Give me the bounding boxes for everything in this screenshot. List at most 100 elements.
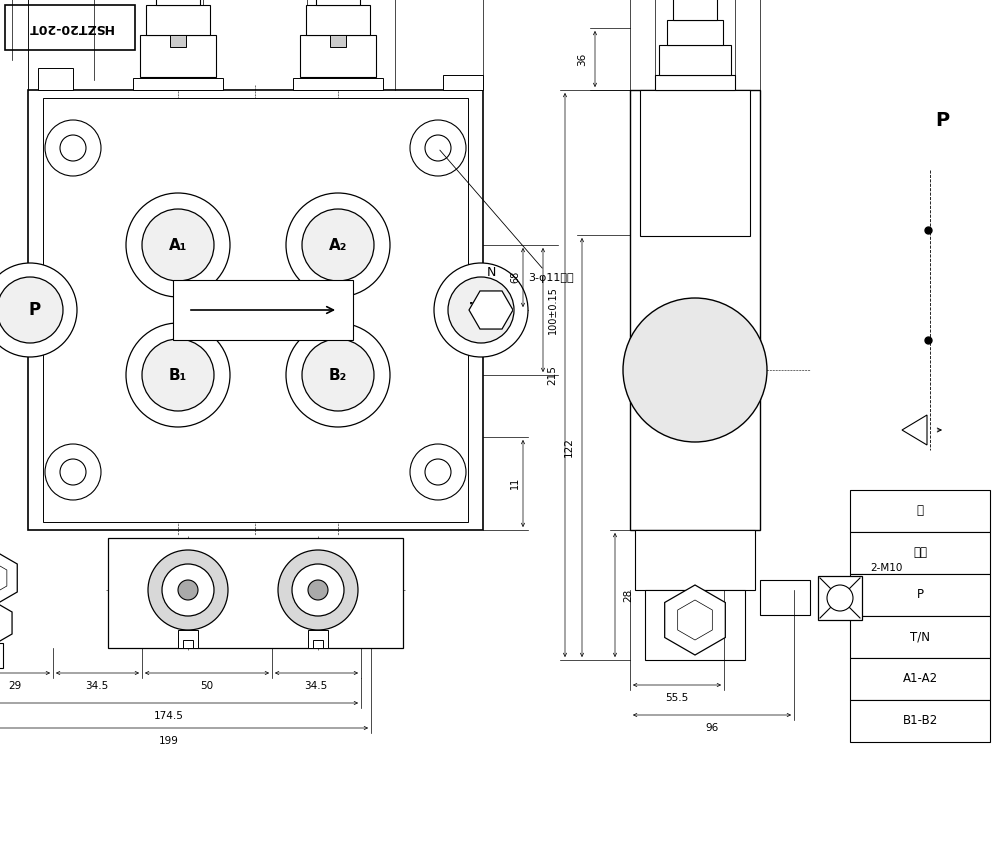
Text: 28: 28: [623, 588, 633, 602]
Bar: [850, 532, 990, 574]
Circle shape: [302, 339, 374, 411]
Bar: [28, 90, 483, 530]
Bar: [645, 590, 745, 660]
Circle shape: [60, 459, 86, 485]
Text: 34.5: 34.5: [304, 681, 328, 691]
Bar: [640, 90, 750, 236]
Circle shape: [286, 193, 390, 297]
Bar: [760, 580, 810, 615]
Text: 100±0.15: 100±0.15: [548, 286, 558, 334]
Bar: [308, 630, 328, 648]
Text: 68: 68: [510, 271, 520, 283]
Text: 29: 29: [8, 681, 22, 691]
Bar: [0, 643, 3, 668]
Circle shape: [827, 585, 853, 611]
Circle shape: [292, 564, 344, 616]
Bar: [850, 490, 990, 532]
Text: P: P: [29, 301, 41, 319]
Circle shape: [142, 339, 214, 411]
Text: 阀: 阀: [916, 505, 924, 517]
Text: 2-M10: 2-M10: [870, 563, 902, 573]
Text: B₁: B₁: [169, 368, 187, 382]
Polygon shape: [0, 550, 17, 606]
Circle shape: [302, 209, 374, 281]
Polygon shape: [469, 310, 491, 329]
Circle shape: [410, 444, 466, 500]
Bar: [443, 75, 483, 90]
Text: 11: 11: [510, 477, 520, 489]
Bar: [635, 530, 755, 590]
Circle shape: [0, 263, 77, 357]
Bar: [173, 280, 353, 340]
Circle shape: [60, 135, 86, 161]
Bar: [630, 90, 760, 530]
Bar: [300, 35, 376, 77]
Text: A1-A2: A1-A2: [902, 672, 938, 686]
Circle shape: [126, 323, 230, 427]
Polygon shape: [665, 585, 725, 655]
Polygon shape: [469, 291, 513, 329]
Text: 174.5: 174.5: [154, 711, 184, 721]
Text: B₂: B₂: [329, 368, 347, 382]
Bar: [43, 98, 468, 522]
Polygon shape: [678, 600, 712, 640]
Circle shape: [45, 444, 101, 500]
Bar: [667, 20, 723, 45]
Bar: [659, 45, 731, 75]
Bar: [133, 78, 223, 90]
Text: 199: 199: [159, 736, 179, 746]
Polygon shape: [491, 310, 513, 329]
Circle shape: [148, 550, 228, 630]
Bar: [108, 538, 403, 648]
Polygon shape: [469, 291, 491, 310]
Text: 122: 122: [564, 437, 574, 457]
Circle shape: [162, 564, 214, 616]
Bar: [293, 78, 383, 90]
Text: HSZT20-20T: HSZT20-20T: [27, 20, 113, 33]
Text: 接口: 接口: [913, 546, 927, 559]
Polygon shape: [480, 310, 502, 329]
Bar: [146, 5, 210, 35]
Bar: [5, 5, 135, 50]
Bar: [313, 640, 323, 648]
Bar: [178, 630, 198, 648]
Circle shape: [278, 550, 358, 630]
Polygon shape: [902, 415, 927, 445]
Polygon shape: [491, 291, 513, 310]
Bar: [850, 616, 990, 658]
Circle shape: [308, 580, 328, 600]
Text: P: P: [916, 589, 924, 602]
Bar: [170, 35, 186, 47]
Bar: [850, 574, 990, 616]
Circle shape: [434, 263, 528, 357]
Circle shape: [286, 323, 390, 427]
Circle shape: [425, 459, 451, 485]
Circle shape: [142, 209, 214, 281]
Bar: [655, 75, 735, 90]
Bar: [140, 35, 216, 77]
Text: 215: 215: [547, 365, 557, 385]
Bar: [483, 298, 491, 322]
Circle shape: [45, 120, 101, 176]
Bar: [330, 35, 346, 47]
Bar: [183, 640, 193, 648]
Polygon shape: [480, 291, 502, 310]
Bar: [316, 0, 360, 5]
Circle shape: [448, 277, 514, 343]
Text: A₁: A₁: [169, 237, 187, 253]
Bar: [306, 5, 370, 35]
Text: B1-B2: B1-B2: [902, 715, 938, 728]
Text: 96: 96: [705, 723, 719, 733]
Text: N: N: [486, 266, 496, 278]
Text: 34.5: 34.5: [85, 681, 109, 691]
Text: T: T: [470, 301, 482, 319]
Circle shape: [178, 580, 198, 600]
Bar: [156, 0, 200, 5]
Text: 50: 50: [200, 681, 214, 691]
Bar: [850, 658, 990, 700]
Polygon shape: [0, 601, 12, 645]
Bar: [818, 576, 862, 620]
Text: A₂: A₂: [329, 237, 347, 253]
Circle shape: [410, 120, 466, 176]
Bar: [38, 68, 73, 90]
